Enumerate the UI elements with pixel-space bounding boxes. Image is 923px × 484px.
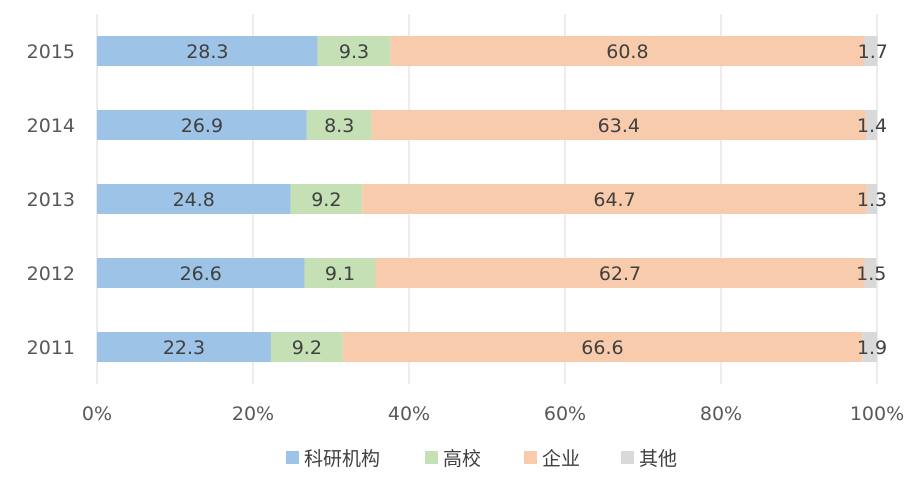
- bar-segment: [866, 184, 877, 214]
- legend-swatch: [524, 451, 537, 464]
- x-tick-label: 60%: [544, 403, 586, 425]
- data-label: 1.5: [856, 263, 886, 285]
- data-label: 9.2: [292, 337, 322, 359]
- bar-segment: [375, 258, 865, 288]
- y-tick-label: 2012: [27, 263, 75, 285]
- bar-segment: [862, 332, 877, 362]
- x-axis: 0% 20% 40% 60% 80% 100%: [82, 403, 904, 425]
- data-label: 66.6: [581, 337, 623, 359]
- data-label: 1.9: [857, 337, 887, 359]
- bar-segment: [304, 258, 376, 288]
- data-label: 9.3: [339, 41, 369, 63]
- legend-label: 其他: [639, 448, 677, 470]
- data-label: 26.6: [180, 263, 222, 285]
- data-label: 9.1: [325, 263, 355, 285]
- legend-label: 科研机构: [304, 448, 380, 470]
- y-tick-label: 2011: [27, 337, 75, 359]
- data-label: 26.9: [181, 115, 223, 137]
- y-tick-label: 2014: [27, 115, 75, 137]
- x-tick-label: 80%: [700, 403, 742, 425]
- legend-swatch: [286, 451, 299, 464]
- bar-segment: [97, 110, 307, 140]
- bar-segment: [97, 258, 305, 288]
- bar-segment: [342, 332, 863, 362]
- data-label: 62.7: [599, 263, 641, 285]
- x-tick-label: 20%: [232, 403, 274, 425]
- legend-label: 企业: [542, 448, 580, 470]
- bar-segment: [97, 332, 271, 362]
- bar-segment: [371, 110, 867, 140]
- bar-segment: [866, 110, 877, 140]
- data-label: 9.2: [311, 189, 341, 211]
- legend-label: 高校: [443, 448, 481, 470]
- bar-segment: [864, 258, 877, 288]
- x-tick-label: 100%: [850, 403, 904, 425]
- bar-segment: [290, 184, 363, 214]
- bar-segment: [317, 36, 391, 66]
- y-tick-label: 2015: [27, 41, 75, 63]
- data-label: 1.4: [857, 115, 887, 137]
- y-tick-label: 2013: [27, 189, 75, 211]
- legend-swatch: [425, 451, 438, 464]
- y-axis: 2015 2014 2013 2012 2011: [27, 41, 75, 359]
- bar-segment: [864, 36, 878, 66]
- legend-swatch: [621, 451, 634, 464]
- x-tick-label: 0%: [82, 403, 112, 425]
- data-label: 22.3: [163, 337, 205, 359]
- data-label: 28.3: [186, 41, 228, 63]
- bar-segment: [97, 36, 318, 66]
- data-label: 1.7: [858, 41, 888, 63]
- x-tick-label: 40%: [388, 403, 430, 425]
- bar-segment: [270, 332, 343, 362]
- legend: 科研机构 高校 企业 其他: [286, 448, 677, 470]
- data-label: 1.3: [857, 189, 887, 211]
- data-label: 8.3: [324, 115, 354, 137]
- bar-segment: [390, 36, 865, 66]
- bar-segment: [97, 184, 291, 214]
- bars: [97, 36, 878, 362]
- bar-segment: [362, 184, 867, 214]
- data-label: 64.7: [593, 189, 635, 211]
- data-label: 63.4: [598, 115, 640, 137]
- data-label: 24.8: [173, 189, 215, 211]
- bar-segment: [306, 110, 372, 140]
- data-labels: 28.3 9.3 60.8 1.7 26.9 8.3 63.4 1.4 24.8 9.2 64.7 1…: [163, 41, 888, 359]
- data-label: 60.8: [606, 41, 648, 63]
